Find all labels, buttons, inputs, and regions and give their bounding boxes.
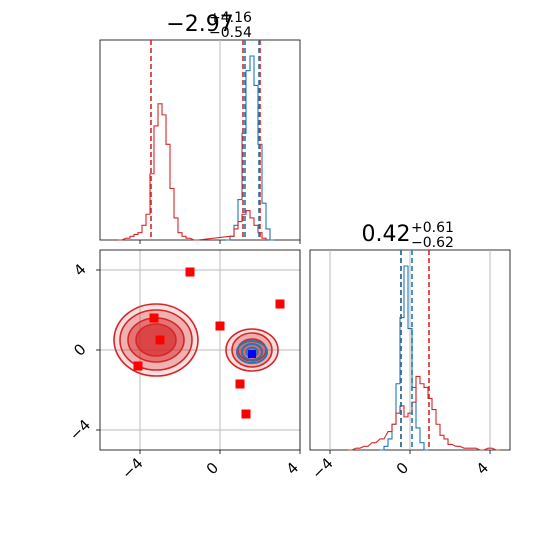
red-square-marker (155, 335, 165, 345)
histogram-x-title: −2.97 (166, 12, 233, 37)
scatter-2d-panel: −4 0 4 −4 0 4 (66, 249, 302, 483)
red-square-marker (235, 379, 245, 389)
x-tick-label: −4 (118, 454, 146, 482)
red-square-marker (149, 313, 159, 323)
red-square-marker (185, 267, 195, 277)
y-tick-label: −4 (66, 416, 94, 444)
histogram-y-title-upper: +0.61 (411, 220, 454, 236)
red-square-marker (241, 409, 251, 419)
blue-contour-level (236, 340, 268, 364)
blue-contour-level (241, 343, 263, 361)
x-tick-label: 4 (283, 459, 302, 478)
histogram-series-0 (380, 265, 428, 451)
x-tick-label: 0 (203, 459, 222, 478)
scatter-2d-frame (99, 249, 301, 451)
x-tick-label: 0 (393, 459, 412, 478)
y-tick-label: 4 (70, 260, 89, 279)
blue-square-marker (248, 350, 256, 358)
histogram-x-frame (99, 39, 301, 241)
red-square-marker (275, 299, 285, 309)
histogram-y-panel: −4 0 4 0.42 +0.61 −0.62 (308, 220, 511, 483)
x-tick-label: 4 (473, 459, 492, 478)
x-tick-label: −4 (308, 454, 336, 482)
red-square-marker (133, 361, 143, 371)
histogram-y-title-lower: −0.62 (411, 235, 454, 251)
histogram-x-panel: −2.97 +4.16 −0.54 (99, 10, 301, 244)
histogram-series-1 (348, 375, 500, 451)
histogram-series-0 (226, 55, 274, 241)
y-tick-label: 0 (70, 340, 89, 359)
histogram-x-title-upper: +4.16 (209, 10, 252, 26)
histogram-x-title-lower: −0.54 (209, 25, 252, 41)
red-square-marker (215, 321, 225, 331)
histogram-series-1 (118, 103, 267, 241)
histogram-y-title: 0.42 (362, 222, 411, 247)
